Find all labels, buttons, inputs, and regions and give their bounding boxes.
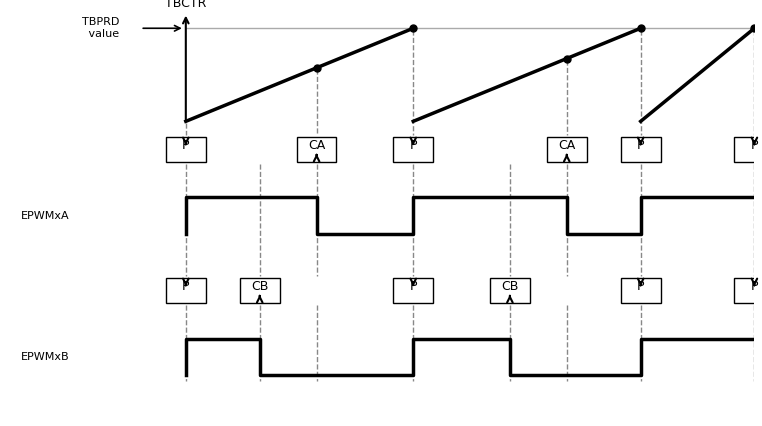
Bar (166, 278, 206, 303)
Bar (735, 137, 762, 162)
Text: CB: CB (501, 280, 519, 293)
Text: EPWMxB: EPWMxB (21, 352, 69, 362)
Text: CA: CA (308, 139, 325, 152)
Text: P: P (409, 280, 417, 293)
Bar (621, 278, 661, 303)
Text: P: P (751, 139, 758, 152)
Text: P: P (409, 139, 417, 152)
Bar (735, 278, 762, 303)
Bar (490, 278, 530, 303)
Text: CA: CA (558, 139, 575, 152)
Text: P: P (751, 280, 758, 293)
Text: TBCTR: TBCTR (165, 0, 207, 10)
Bar (393, 278, 433, 303)
Text: P: P (182, 139, 190, 152)
Text: P: P (637, 280, 645, 293)
Bar (296, 137, 337, 162)
Text: P: P (637, 139, 645, 152)
Bar (393, 137, 433, 162)
Text: CB: CB (251, 280, 268, 293)
Text: P: P (182, 280, 190, 293)
Bar (166, 137, 206, 162)
Text: TBPRD
 value: TBPRD value (82, 17, 119, 39)
Bar (240, 278, 280, 303)
Text: EPWMxA: EPWMxA (21, 211, 69, 221)
Bar (621, 137, 661, 162)
Bar (547, 137, 587, 162)
